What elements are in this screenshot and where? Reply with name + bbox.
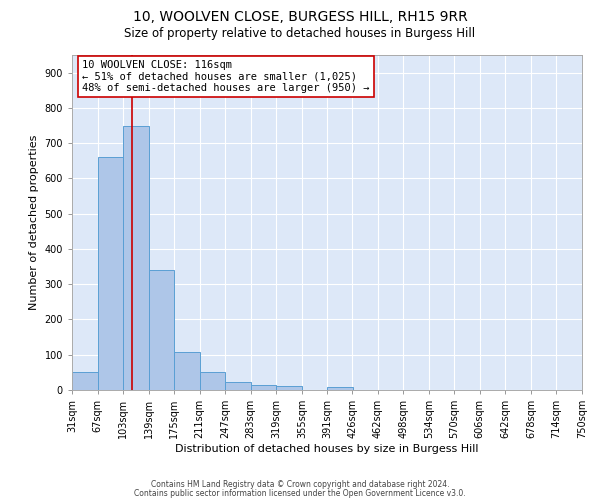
Text: Size of property relative to detached houses in Burgess Hill: Size of property relative to detached ho… xyxy=(124,28,476,40)
Bar xyxy=(328,387,353,390)
Text: 10 WOOLVEN CLOSE: 116sqm
← 51% of detached houses are smaller (1,025)
48% of sem: 10 WOOLVEN CLOSE: 116sqm ← 51% of detach… xyxy=(82,60,370,93)
Bar xyxy=(149,270,174,390)
Bar xyxy=(251,384,276,390)
Text: Contains public sector information licensed under the Open Government Licence v3: Contains public sector information licen… xyxy=(134,488,466,498)
Bar xyxy=(200,372,225,390)
Y-axis label: Number of detached properties: Number of detached properties xyxy=(29,135,39,310)
Text: Contains HM Land Registry data © Crown copyright and database right 2024.: Contains HM Land Registry data © Crown c… xyxy=(151,480,449,489)
Bar xyxy=(174,352,200,390)
Bar xyxy=(98,158,123,390)
Text: 10, WOOLVEN CLOSE, BURGESS HILL, RH15 9RR: 10, WOOLVEN CLOSE, BURGESS HILL, RH15 9R… xyxy=(133,10,467,24)
Bar xyxy=(225,382,251,390)
X-axis label: Distribution of detached houses by size in Burgess Hill: Distribution of detached houses by size … xyxy=(175,444,479,454)
Bar xyxy=(276,386,302,390)
Bar xyxy=(72,372,98,390)
Bar xyxy=(123,126,149,390)
